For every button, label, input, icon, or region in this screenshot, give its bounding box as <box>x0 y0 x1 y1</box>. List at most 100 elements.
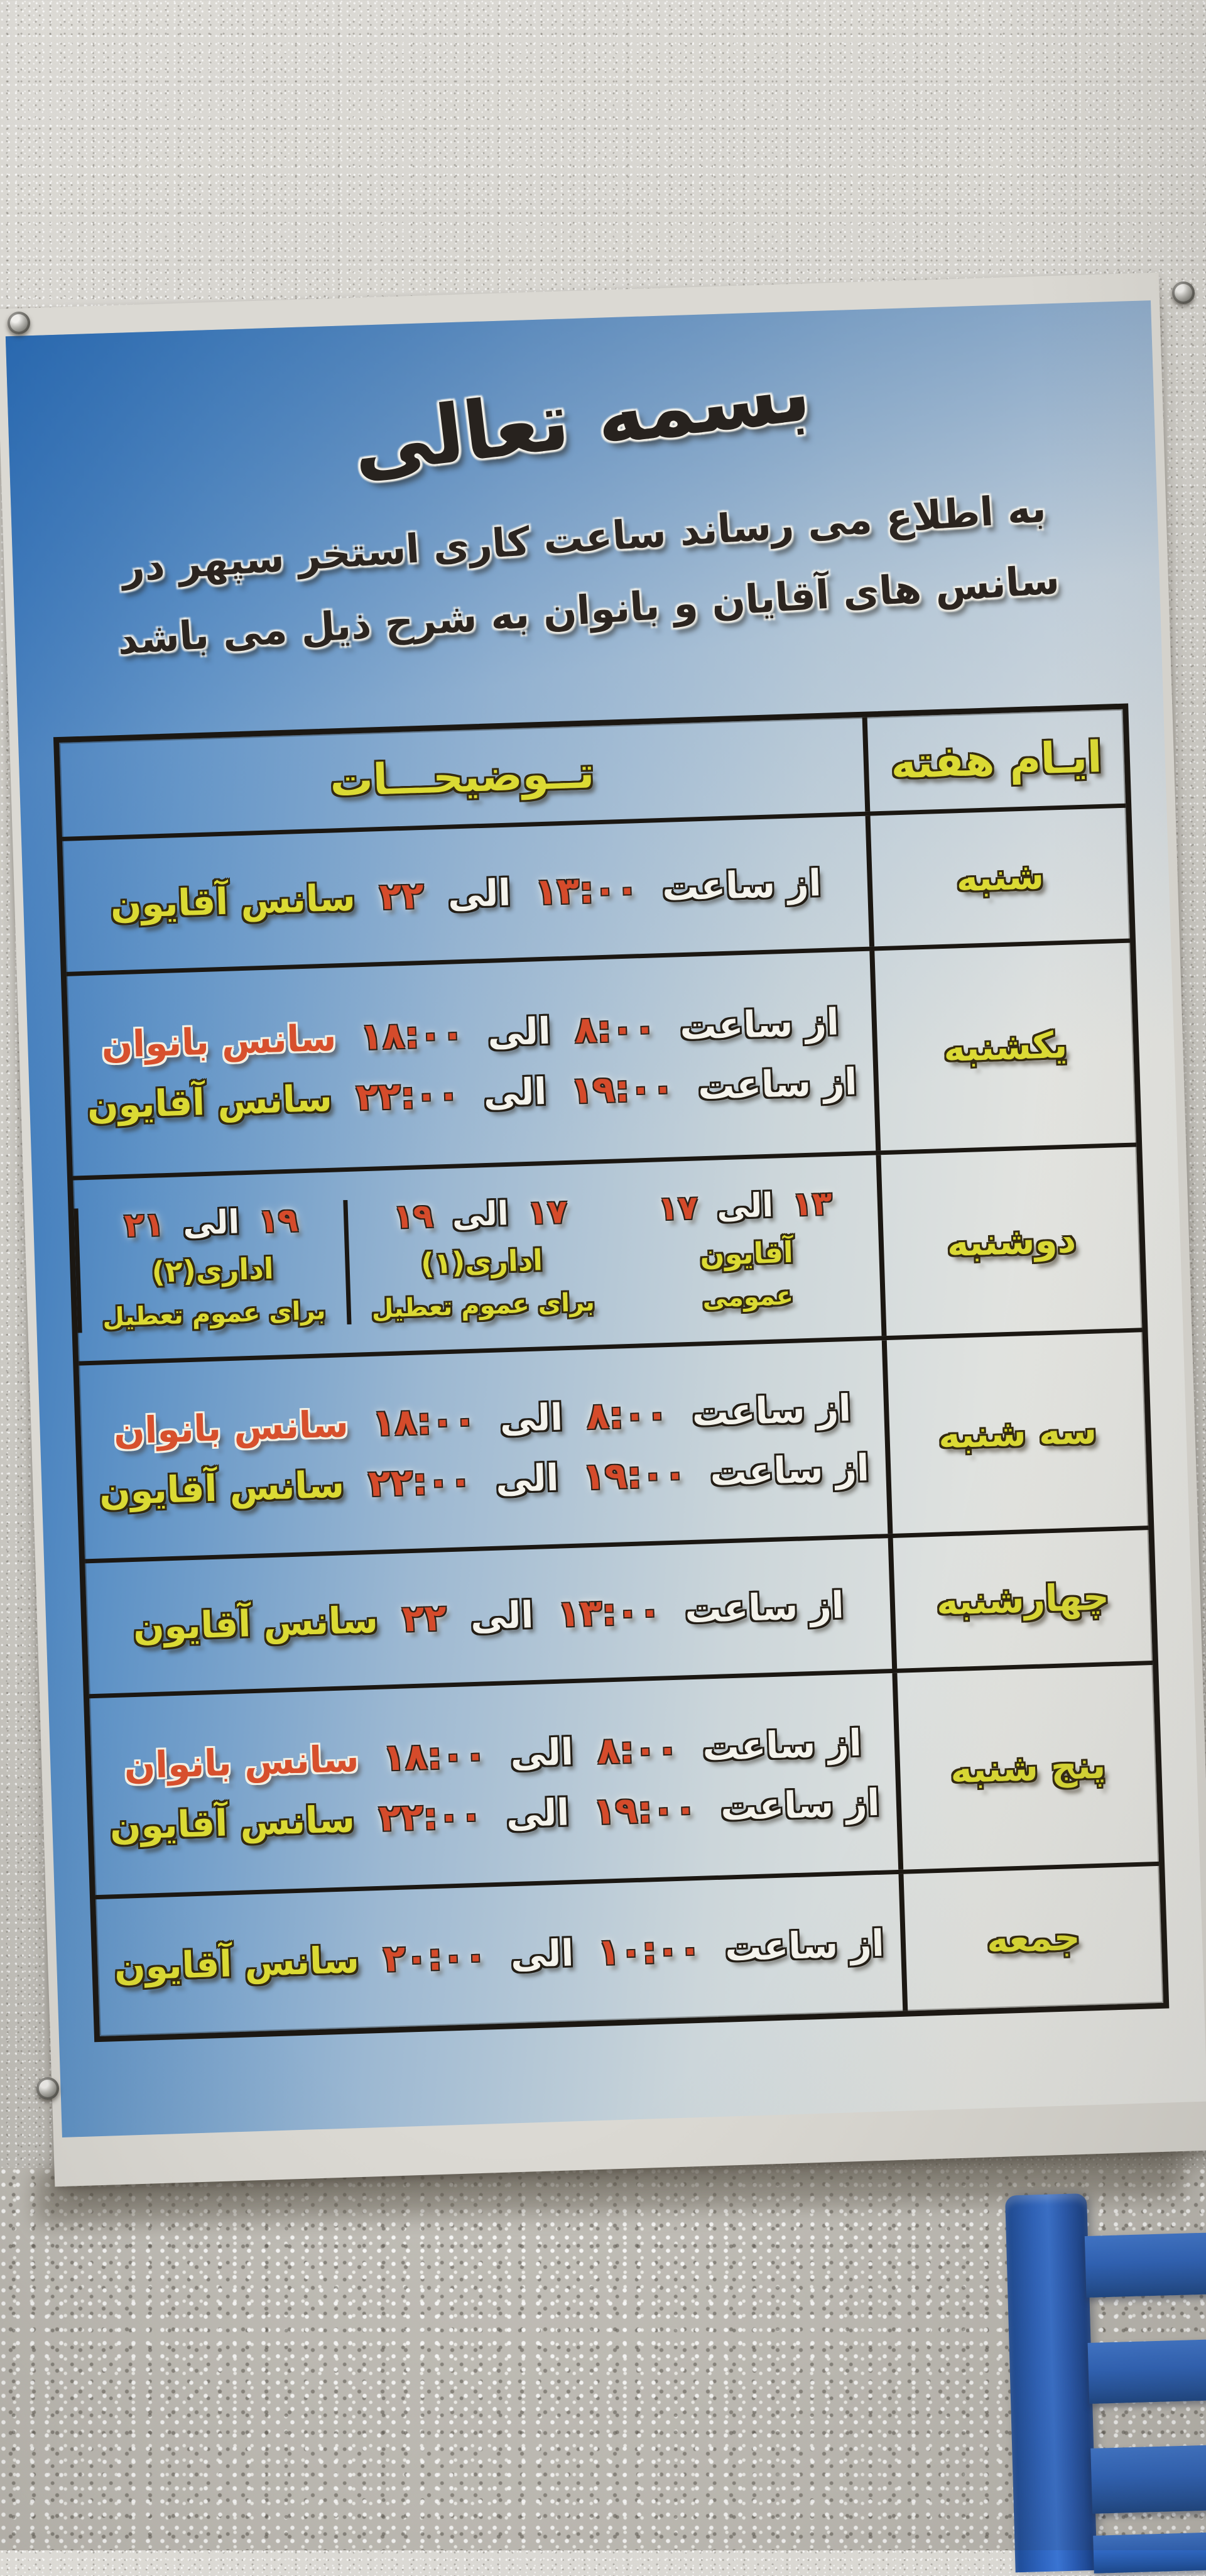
day-label: سه شنبه <box>938 1409 1097 1457</box>
from-hour-label: از ساعت <box>709 1446 870 1495</box>
slot-time: ۱۳ الی ۱۷ <box>654 1185 837 1228</box>
end-time: ۱۹ <box>393 1197 434 1236</box>
blue-chair-back <box>996 2190 1206 2573</box>
from-hour-label: از ساعت <box>691 1387 852 1435</box>
schedule-line: از ساعت ۸:۰۰ الی ۱۸:۰۰ سانس بانوان <box>118 1721 868 1787</box>
start-time: ۸:۰۰ <box>596 1727 680 1772</box>
thumbtack-icon <box>36 2077 59 2100</box>
start-time: ۱۹:۰۰ <box>570 1066 675 1112</box>
until-label: الی <box>451 1195 509 1235</box>
schedule-line: از ساعت ۸:۰۰ الی ۱۸:۰۰ سانس بانوان <box>107 1387 857 1453</box>
schedule-line: از ساعت ۱۹:۰۰ الی ۲۲:۰۰ سانس آقایون <box>81 1060 864 1127</box>
schedule-line: از ساعت ۱۹:۰۰ الی ۲۲:۰۰ سانس آقایون <box>104 1781 886 1848</box>
schedule-table: ایـام هفته تــوضیحـــات شنبه از ساعت ۱۳:… <box>53 703 1170 2043</box>
header-details-label: تــوضیحـــات <box>329 748 595 807</box>
monday-slot-public: ۱۳ الی ۱۷ آقایون عمومی <box>612 1184 881 1316</box>
day-cell: شنبه <box>865 808 1130 947</box>
until-label: الی <box>499 1395 564 1441</box>
end-time: ۲۱ <box>123 1206 165 1245</box>
slot-sublabel: برای عموم تعطیل <box>371 1287 595 1324</box>
day-cell: سه شنبه <box>881 1332 1149 1534</box>
day-label: یکشنبه <box>943 1023 1068 1071</box>
schedule-cell: از ساعت ۸:۰۰ الی ۱۸:۰۰ سانس بانوان از سا… <box>79 1341 888 1559</box>
until-label: الی <box>487 1009 551 1055</box>
schedule-line: از ساعت ۱۰:۰۰ الی ۲۰:۰۰ سانس آقایون <box>108 1922 891 1989</box>
schedule-cell: از ساعت ۸:۰۰ الی ۱۸:۰۰ سانس بانوان از سا… <box>67 951 876 1176</box>
slot-sublabel: برای عموم تعطیل <box>102 1296 327 1333</box>
header-days-cell: ایـام هفته <box>862 709 1126 812</box>
day-label: چهارشنبه <box>935 1575 1110 1624</box>
chair-slat <box>1093 2532 1206 2573</box>
lower-wall-texture <box>0 2168 1206 2550</box>
from-hour-label: از ساعت <box>720 1781 881 1829</box>
session-label-men: سانس آقایون <box>99 1463 345 1514</box>
until-label: الی <box>469 1593 535 1639</box>
schedule-cell: از ساعت ۱۳:۰۰ الی ۲۲ سانس آقایون <box>62 816 869 972</box>
session-label-women: سانس بانوان <box>123 1737 360 1787</box>
until-label: الی <box>716 1186 774 1226</box>
chair-slat <box>1090 2445 1206 2514</box>
end-time: ۱۷ <box>657 1189 699 1228</box>
slot-time: ۱۷ الی ۱۹ <box>389 1193 572 1236</box>
chair-post <box>1004 2193 1097 2573</box>
end-time: ۲۰:۰۰ <box>382 1934 487 1981</box>
end-time: ۱۸:۰۰ <box>359 1012 465 1059</box>
slot-label: اداری(۱) <box>420 1243 543 1281</box>
table-row-thursday: پنج شنبه از ساعت ۸:۰۰ الی ۱۸:۰۰ سانس بان… <box>89 1661 1160 1896</box>
end-time: ۲۲:۰۰ <box>355 1072 460 1119</box>
slot-sublabel: عمومی <box>702 1282 794 1314</box>
session-label-men: سانس آقایون <box>109 1797 356 1848</box>
until-label: الی <box>482 1070 548 1115</box>
start-time: ۱۹:۰۰ <box>582 1452 687 1498</box>
start-time: ۱۹:۰۰ <box>592 1786 698 1833</box>
session-label-men: سانس آقایون <box>113 1938 360 1989</box>
table-row-tuesday: سه شنبه از ساعت ۸:۰۰ الی ۱۸:۰۰ سانس بانو… <box>79 1328 1149 1559</box>
schedule-line: از ساعت ۱۳:۰۰ الی ۲۲ سانس آقایون <box>127 1583 850 1649</box>
day-label: پنج شنبه <box>950 1744 1107 1792</box>
chair-slat <box>1087 2339 1206 2404</box>
schedule-line: از ساعت ۱۹:۰۰ الی ۲۲:۰۰ سانس آقایون <box>93 1446 876 1514</box>
until-label: الی <box>505 1791 570 1836</box>
schedule-line: از ساعت ۸:۰۰ الی ۱۸:۰۰ سانس بانوان <box>95 1000 845 1067</box>
schedule-cell: از ساعت ۸:۰۰ الی ۱۸:۰۰ سانس بانوان از سا… <box>89 1673 898 1895</box>
until-label: الی <box>447 871 512 916</box>
poster-artwork: بسمه تعالی به اطلاع می رساند ساعت کاری ا… <box>5 300 1206 2137</box>
schedule-cell: از ساعت ۱۳:۰۰ الی ۲۲ سانس آقایون <box>85 1538 892 1694</box>
table-row-sunday: یکشنبه از ساعت ۸:۰۰ الی ۱۸:۰۰ سانس بانوا… <box>66 938 1137 1176</box>
day-label: دوشنبه <box>946 1218 1077 1265</box>
thumbtack-icon <box>1172 281 1195 304</box>
start-time: ۱۹ <box>258 1201 299 1241</box>
monday-slot-office-2: ۱۹ الی ۲۱ اداری(۲) برای عموم تعطیل <box>73 1200 347 1333</box>
day-cell: چهارشنبه <box>888 1530 1153 1669</box>
from-hour-label: از ساعت <box>697 1060 858 1108</box>
session-label-men: سانس آقایون <box>86 1076 333 1128</box>
slot-label: آقایون <box>699 1235 794 1272</box>
from-hour-label: از ساعت <box>724 1922 885 1970</box>
end-time: ۱۸:۰۰ <box>382 1733 487 1779</box>
day-cell: جمعه <box>898 1866 1164 2012</box>
until-label: الی <box>509 1931 575 1977</box>
start-time: ۱۳ <box>791 1185 833 1225</box>
day-cell: پنج شنبه <box>892 1665 1160 1870</box>
end-time: ۲۲ <box>401 1596 447 1640</box>
pool-schedule-poster: بسمه تعالی به اطلاع می رساند ساعت کاری ا… <box>0 272 1206 2187</box>
monday-slot-office-1: ۱۷ الی ۱۹ اداری(۱) برای عموم تعطیل <box>343 1192 616 1325</box>
thumbtack-icon <box>8 312 30 334</box>
day-label: جمعه <box>986 1916 1081 1962</box>
day-label: شنبه <box>955 854 1045 900</box>
schedule-cell: از ساعت ۱۰:۰۰ الی ۲۰:۰۰ سانس آقایون <box>95 1874 903 2036</box>
table-row-monday: دوشنبه ۱۳ الی ۱۷ آقایون عمومی <box>72 1142 1143 1362</box>
session-label-women: سانس بانوان <box>100 1016 337 1067</box>
from-hour-label: از ساعت <box>679 1000 840 1049</box>
schedule-line: از ساعت ۱۳:۰۰ الی ۲۲ سانس آقایون <box>104 861 828 927</box>
end-time: ۲۲:۰۰ <box>378 1793 483 1840</box>
end-time: ۲۲ <box>378 874 425 919</box>
chair-slat <box>1084 2232 1206 2298</box>
end-time: ۱۸:۰۰ <box>371 1399 477 1445</box>
start-time: ۱۳:۰۰ <box>557 1589 662 1636</box>
session-label: سانس آقایون <box>109 876 356 927</box>
start-time: ۱۷ <box>526 1193 568 1233</box>
header-days-label: ایـام هفته <box>890 732 1103 789</box>
from-hour-label: از ساعت <box>684 1583 845 1632</box>
